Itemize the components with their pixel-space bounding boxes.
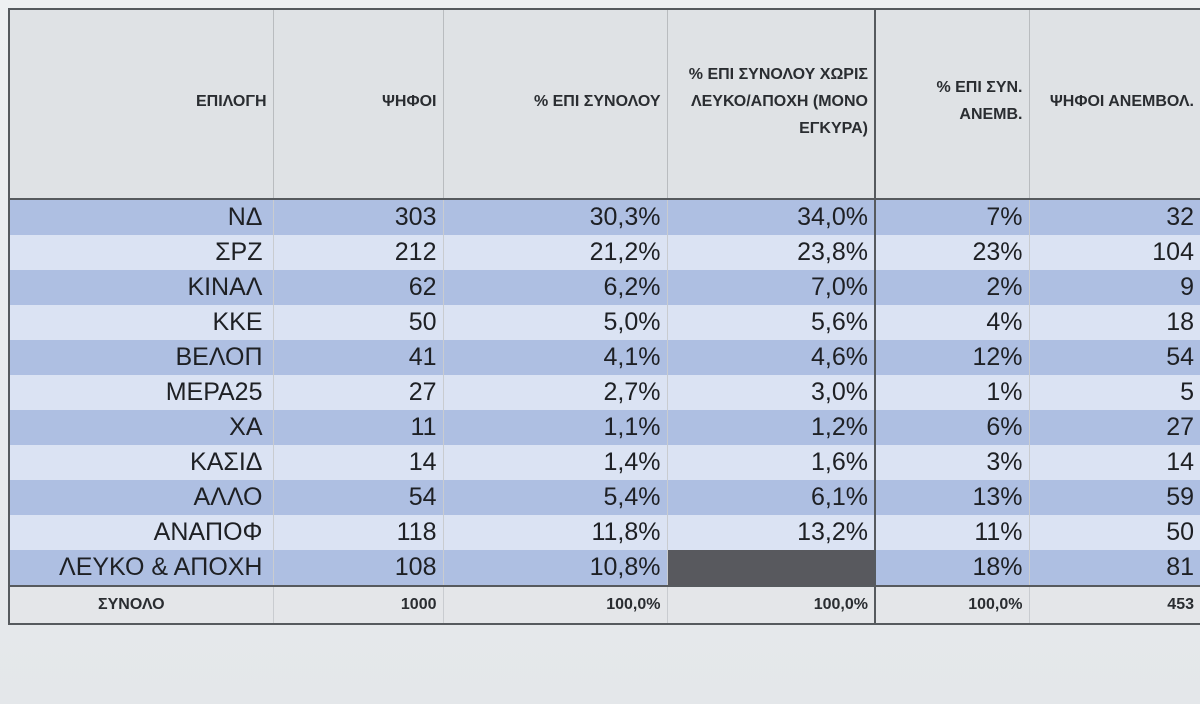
total-pct-total: 100,0% [442,585,667,625]
pct-valid-cell: 23,8% [666,235,875,270]
total-label: ΣΥΝΟΛΟ [8,585,273,625]
pct-total-cell: 2,7% [442,375,667,410]
total-row: ΣΥΝΟΛΟ 1000 100,0% 100,0% 100,0% 453 [8,585,1200,625]
table-row: ΣΡΖ 212 21,2% 23,8% 23% 104 [8,235,1200,270]
total-pct-undecided: 100,0% [874,585,1029,625]
header-votes: ΨΗΦΟΙ [272,8,443,199]
table-row: ΜΕΡΑ25 27 2,7% 3,0% 1% 5 [8,375,1200,410]
choice-cell: ΝΔ [8,198,273,235]
pct-valid-cell: 1,2% [666,410,875,445]
votes-cell: 41 [272,340,443,375]
choice-cell: ΑΝΑΠΟΦ [8,515,273,550]
pct-total-cell: 5,0% [442,305,667,340]
table-row: ΚΙΝΑΛ 62 6,2% 7,0% 2% 9 [8,270,1200,305]
choice-cell: ΣΡΖ [8,235,273,270]
table-row: ΛΕΥΚΟ & ΑΠΟΧΗ 108 10,8% 18% 81 [8,550,1200,586]
votes-undecided-cell: 27 [1028,410,1200,445]
pct-total-cell: 6,2% [442,270,667,305]
votes-undecided-cell: 9 [1028,270,1200,305]
total-votes-undecided: 453 [1028,585,1200,625]
choice-cell: ΛΕΥΚΟ & ΑΠΟΧΗ [8,550,273,586]
header-pct-valid: % ΕΠΙ ΣΥΝΟΛΟΥ ΧΩΡΙΣ ΛΕΥΚΟ/ΑΠΟΧΗ (ΜΟΝΟ ΕΓ… [666,8,875,199]
table-row: ΚΚΕ 50 5,0% 5,6% 4% 18 [8,305,1200,340]
choice-cell: ΚΙΝΑΛ [8,270,273,305]
pct-undecided-cell: 23% [874,235,1029,270]
header-pct-total: % ΕΠΙ ΣΥΝΟΛΟΥ [442,8,667,199]
votes-cell: 303 [272,198,443,235]
pct-valid-cell: 34,0% [666,198,875,235]
choice-cell: ΜΕΡΑ25 [8,375,273,410]
votes-undecided-cell: 81 [1028,550,1200,586]
table-row: ΝΔ 303 30,3% 34,0% 7% 32 [8,198,1200,235]
choice-cell: ΚΚΕ [8,305,273,340]
table-row: ΧΑ 11 1,1% 1,2% 6% 27 [8,410,1200,445]
total-votes: 1000 [272,585,443,625]
pct-total-cell: 30,3% [442,198,667,235]
pct-total-cell: 5,4% [442,480,667,515]
votes-undecided-cell: 104 [1028,235,1200,270]
votes-cell: 14 [272,445,443,480]
pct-total-cell: 10,8% [442,550,667,586]
pct-total-cell: 11,8% [442,515,667,550]
votes-undecided-cell: 18 [1028,305,1200,340]
votes-undecided-cell: 59 [1028,480,1200,515]
votes-undecided-cell: 50 [1028,515,1200,550]
table-row: ΒΕΛΟΠ 41 4,1% 4,6% 12% 54 [8,340,1200,375]
table-row: ΑΝΑΠΟΦ 118 11,8% 13,2% 11% 50 [8,515,1200,550]
pct-undecided-cell: 3% [874,445,1029,480]
pct-undecided-cell: 4% [874,305,1029,340]
table-row: ΚΑΣΙΔ 14 1,4% 1,6% 3% 14 [8,445,1200,480]
pct-undecided-cell: 11% [874,515,1029,550]
total-pct-valid: 100,0% [666,585,875,625]
votes-undecided-cell: 32 [1028,198,1200,235]
results-table: ΕΠΙΛΟΓΗ ΨΗΦΟΙ% ΕΠΙ ΣΥΝΟΛΟΥ% ΕΠΙ ΣΥΝΟΛΟΥ Χ… [8,8,1200,625]
pct-valid-cell: 7,0% [666,270,875,305]
choice-cell: ΧΑ [8,410,273,445]
pct-valid-cell: 6,1% [666,480,875,515]
choice-cell: ΑΛΛΟ [8,480,273,515]
votes-cell: 11 [272,410,443,445]
choice-cell: ΚΑΣΙΔ [8,445,273,480]
pct-undecided-cell: 13% [874,480,1029,515]
votes-cell: 50 [272,305,443,340]
choice-cell: ΒΕΛΟΠ [8,340,273,375]
votes-undecided-cell: 14 [1028,445,1200,480]
votes-cell: 108 [272,550,443,586]
pct-undecided-cell: 1% [874,375,1029,410]
pct-total-cell: 1,4% [442,445,667,480]
votes-undecided-cell: 54 [1028,340,1200,375]
pct-undecided-cell: 12% [874,340,1029,375]
table-header: ΕΠΙΛΟΓΗ ΨΗΦΟΙ% ΕΠΙ ΣΥΝΟΛΟΥ% ΕΠΙ ΣΥΝΟΛΟΥ Χ… [8,8,1200,199]
header-pct-undecided: % ΕΠΙ ΣΥΝ. ΑΝΕΜΒ. [874,8,1029,199]
votes-cell: 118 [272,515,443,550]
votes-undecided-cell: 5 [1028,375,1200,410]
blank-cell [666,550,875,586]
pct-valid-cell: 4,6% [666,340,875,375]
header-row: ΕΠΙΛΟΓΗ ΨΗΦΟΙ% ΕΠΙ ΣΥΝΟΛΟΥ% ΕΠΙ ΣΥΝΟΛΟΥ Χ… [8,8,1200,199]
pct-valid-cell: 3,0% [666,375,875,410]
pct-valid-cell: 5,6% [666,305,875,340]
table-row: ΑΛΛΟ 54 5,4% 6,1% 13% 59 [8,480,1200,515]
table-body: ΝΔ 303 30,3% 34,0% 7% 32 ΣΡΖ 212 21,2% 23,8% 23% 10… [8,198,1200,586]
votes-cell: 62 [272,270,443,305]
votes-cell: 212 [272,235,443,270]
pct-undecided-cell: 2% [874,270,1029,305]
header-choice: ΕΠΙΛΟΓΗ [8,8,273,199]
header-votes-undecided: ΨΗΦΟΙ ΑΝΕΜΒΟΛ. [1028,8,1200,199]
pct-total-cell: 1,1% [442,410,667,445]
pct-undecided-cell: 7% [874,198,1029,235]
pct-total-cell: 21,2% [442,235,667,270]
votes-cell: 27 [272,375,443,410]
votes-cell: 54 [272,480,443,515]
pct-undecided-cell: 18% [874,550,1029,586]
pct-undecided-cell: 6% [874,410,1029,445]
pct-valid-cell: 13,2% [666,515,875,550]
pct-total-cell: 4,1% [442,340,667,375]
pct-valid-cell: 1,6% [666,445,875,480]
table-footer: ΣΥΝΟΛΟ 1000 100,0% 100,0% 100,0% 453 [8,585,1200,625]
